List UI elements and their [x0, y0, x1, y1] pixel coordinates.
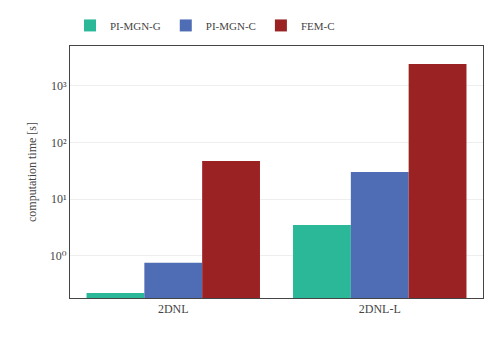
- svg-text:computation time [s]: computation time [s]: [25, 122, 39, 222]
- svg-text:PI-MGN-G: PI-MGN-G: [110, 20, 161, 32]
- svg-text:2DNL: 2DNL: [158, 302, 189, 316]
- svg-text:10¹: 10¹: [51, 192, 67, 206]
- svg-text:10³: 10³: [51, 79, 67, 93]
- svg-text:PI-MGN-C: PI-MGN-C: [206, 20, 256, 32]
- svg-text:10²: 10²: [51, 136, 67, 150]
- svg-text:10⁰: 10⁰: [50, 249, 67, 263]
- svg-text:2DNL-L: 2DNL-L: [359, 302, 401, 316]
- svg-text:FEM-C: FEM-C: [301, 20, 335, 32]
